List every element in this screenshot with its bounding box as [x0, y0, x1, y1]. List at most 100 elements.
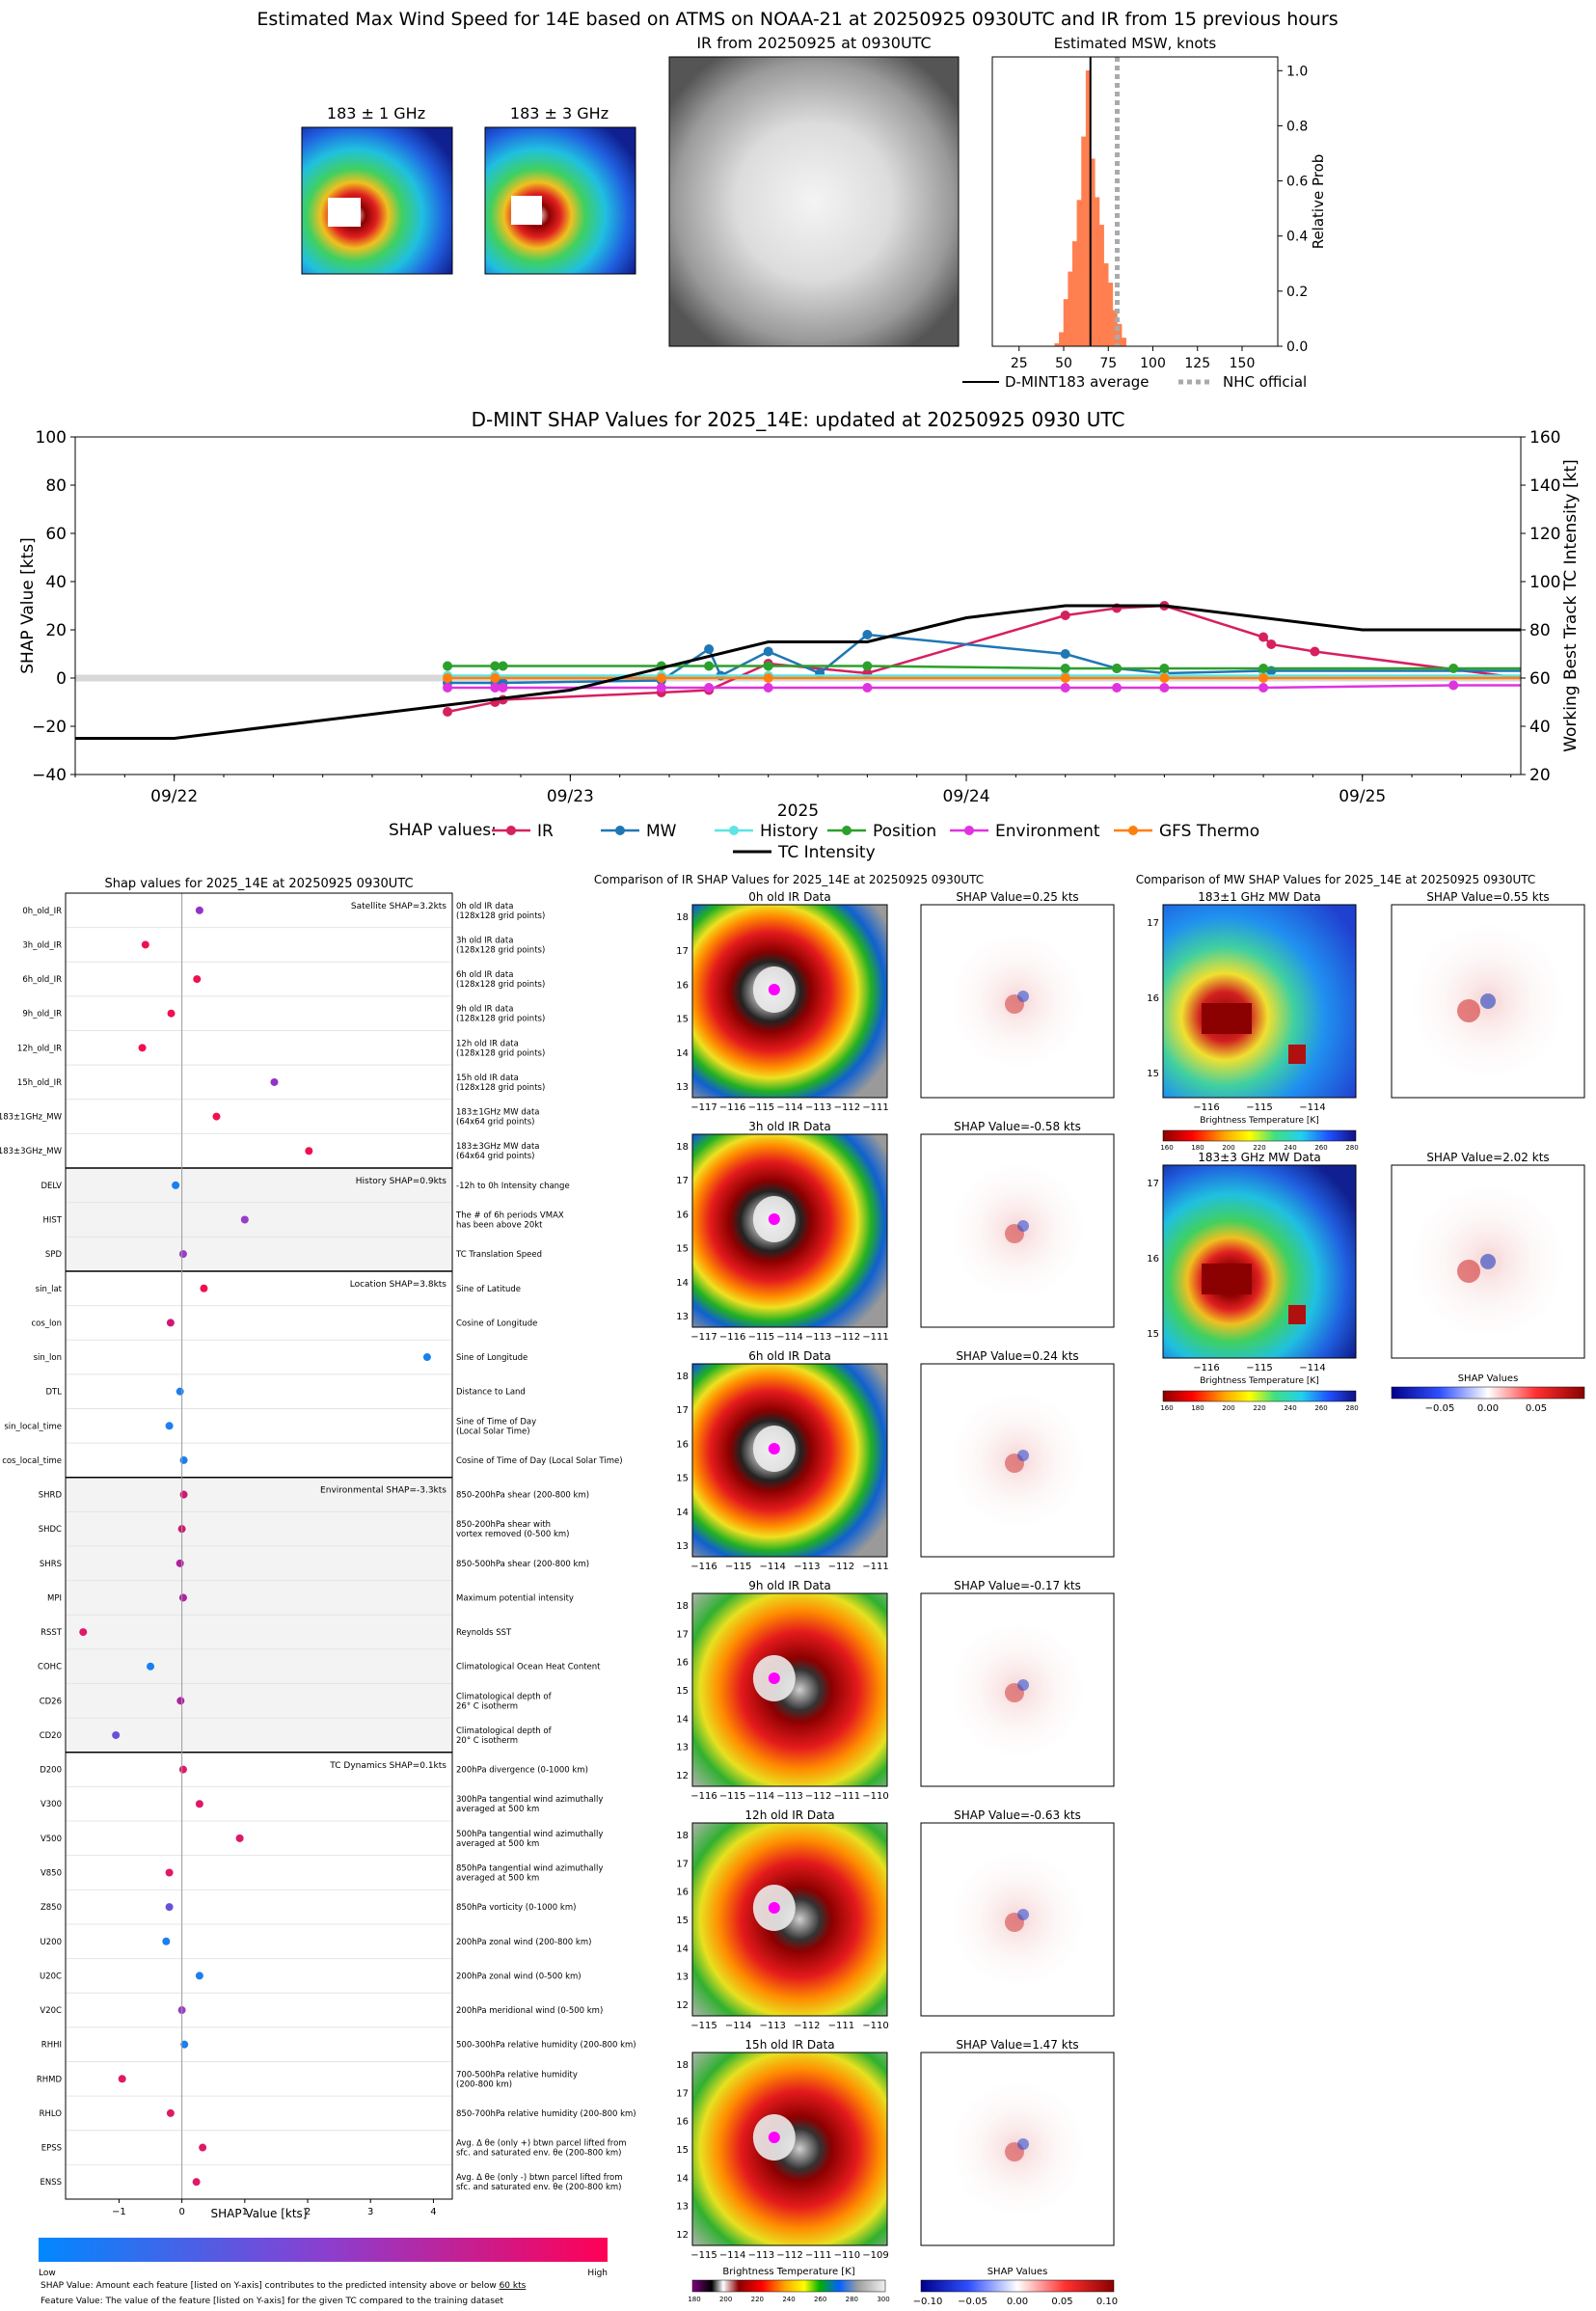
series-point-gfs-thermo: [1258, 673, 1269, 683]
mw-bt-tick: 260: [1314, 1144, 1327, 1152]
ir-panel-x-tick: −115: [719, 1791, 745, 1802]
feature-description: Climatological depth of: [456, 1692, 553, 1701]
left-y-tick-label: 20: [45, 621, 67, 640]
feature-shap-point: [200, 1284, 208, 1292]
histogram-bar: [1095, 197, 1100, 347]
right-y-tick-label: 60: [1529, 669, 1551, 689]
series-line-environment: [447, 684, 1521, 690]
ir-panel-y-tick: 17: [676, 946, 689, 957]
series-point-position: [1448, 664, 1459, 673]
feature-shap-point: [165, 1422, 174, 1430]
feature-name: V300: [41, 1800, 62, 1809]
mw-panel-y-tick: 17: [1147, 918, 1159, 929]
histogram-y-tick-label: 0.0: [1286, 340, 1308, 355]
ir-panel-x-tick: −113: [805, 1102, 831, 1113]
mw-panel-title: 183±3 GHz MW Data: [1198, 1151, 1321, 1164]
histogram-bar: [1063, 299, 1069, 347]
ir-panel-y-tick: 15: [676, 2145, 689, 2156]
feature-name: V20C: [40, 2006, 62, 2016]
histogram-x-tick-label: 50: [1055, 356, 1072, 371]
ir-panel-x-tick: −112: [805, 1791, 831, 1802]
histogram-y-axis-label: Relative Prob: [1310, 154, 1327, 250]
feature-name: HIST: [43, 1216, 63, 1226]
mw-bt-colorbar: [1162, 1129, 1357, 1142]
feature-description: 500-300hPa relative humidity (200-800 km…: [456, 2041, 636, 2051]
ir-shap-negative: [1017, 1679, 1029, 1691]
ir-panel-overlay: [768, 1443, 780, 1455]
ir-panel-x-tick: −114: [748, 1791, 774, 1802]
ir-panel-overlay: [768, 1672, 780, 1684]
legend-label: Position: [873, 822, 936, 841]
ir-panel-y-tick: 18: [676, 2060, 689, 2071]
feature-description: vortex removed (0-500 km): [456, 1530, 569, 1539]
series-line-position: [447, 665, 1521, 670]
feature-x-axis-label: SHAP Value [kts]: [211, 2207, 308, 2220]
ir-panel-y-tick: 14: [676, 1278, 689, 1289]
histogram-y-tick-label: 0.2: [1286, 285, 1308, 300]
legend-nhc-label: NHC official: [1223, 373, 1307, 391]
ir-panel-y-tick: 14: [676, 2173, 689, 2184]
ir-panel-overlay: [768, 1213, 780, 1225]
feature-shap-point: [180, 2040, 189, 2049]
legend-swatch-dot: [506, 826, 516, 835]
feature-x-tick-label: 4: [430, 2207, 436, 2217]
ir-panel-y-tick: 17: [676, 1405, 689, 1416]
mw-panel-y-tick: 15: [1147, 1069, 1159, 1079]
footnote-shap-kts: 60 kts: [500, 2281, 527, 2291]
feature-description: The # of 6h periods VMAX: [455, 1211, 564, 1221]
feature-description: Cosine of Longitude: [456, 1319, 537, 1328]
ir-panel-y-tick: 14: [676, 1944, 689, 1954]
ir-panel-title: 12h old IR Data: [744, 1808, 834, 1822]
feature-name: RHHI: [41, 2041, 62, 2051]
legend-prefix: SHAP values:: [389, 821, 497, 840]
ir-bt-tick: 200: [719, 2296, 732, 2303]
mw-panel-core: [1202, 1003, 1252, 1034]
ir-bt-label: Brightness Temperature [K]: [722, 2267, 854, 2277]
mw-panel-y-tick: 16: [1147, 993, 1159, 1004]
ir-panel-y-tick: 18: [676, 1601, 689, 1612]
histogram-x-tick-label: 25: [1011, 356, 1028, 371]
feature-x-tick-label: −1: [112, 2207, 126, 2217]
ir-panel-y-tick: 14: [676, 1714, 689, 1725]
feature-shap-point: [193, 975, 202, 984]
feature-shap-point: [147, 1662, 155, 1671]
series-point-ir: [1310, 646, 1320, 657]
feature-description: Avg. Δ θe (only -) btwn parcel lifted fr…: [456, 2173, 623, 2183]
ir-panel-overlay: [768, 1902, 780, 1914]
series-point-position: [1060, 664, 1070, 673]
feature-shap-point: [166, 1319, 175, 1327]
series-point-position: [763, 661, 773, 671]
ir-panel-y-tick: 16: [676, 1210, 689, 1220]
feature-name: RHLO: [40, 2109, 63, 2119]
feature-name: SHRS: [40, 1560, 62, 1569]
mw-bt-colorbar: [1162, 1390, 1357, 1402]
feature-name: 15h_old_IR: [17, 1078, 62, 1088]
mw-panel-bt-label: Brightness Temperature [K]: [1200, 1376, 1319, 1386]
feature-x-tick-label: 1: [242, 2207, 248, 2217]
series-point-environment: [656, 683, 666, 693]
ir-shap-tick: −0.10: [913, 2297, 943, 2307]
feature-name: D200: [40, 1766, 62, 1776]
feature-description: (128x128 grid points): [456, 1048, 545, 1058]
feature-shap-point: [176, 1559, 184, 1567]
histogram-bar: [1076, 200, 1082, 347]
feature-description: TC Translation Speed: [455, 1250, 542, 1260]
feature-shap-point: [179, 1455, 188, 1464]
histogram-bar: [1059, 332, 1065, 347]
feature-shap-point: [176, 1387, 184, 1396]
mw-panel-x-tick: −114: [1299, 1102, 1325, 1113]
ir-panel-x-tick: −110: [834, 2250, 860, 2261]
feature-description: 9h old IR data: [456, 1005, 513, 1015]
ir-panel-y-tick: 13: [676, 1743, 689, 1754]
series-point-position: [498, 661, 508, 671]
feature-description: 850hPa vorticity (0-1000 km): [456, 1903, 576, 1913]
feature-description: 850-200hPa shear (200-800 km): [456, 1491, 589, 1501]
ir-panel-title: 3h old IR Data: [748, 1120, 831, 1133]
feature-name: V850: [41, 1869, 62, 1879]
feature-description: 200hPa zonal wind (0-500 km): [456, 1971, 582, 1981]
ir-panel-y-tick: 17: [676, 1629, 689, 1640]
feature-shap-point: [179, 1490, 188, 1499]
feature-name: CD26: [40, 1697, 62, 1706]
feature-description: 15h old IR data: [456, 1074, 519, 1083]
